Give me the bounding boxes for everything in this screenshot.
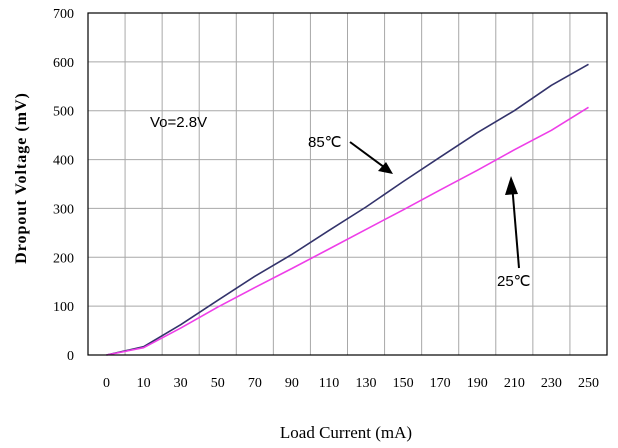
x-tick-label: 90 (285, 376, 299, 391)
x-tick-label: 110 (319, 376, 339, 391)
arrow-85c-line (349, 141, 389, 171)
y-tick-label: 300 (53, 202, 74, 217)
plot-frame (87, 12, 608, 356)
arrow-85c (349, 141, 393, 174)
y-axis-title: Dropout Voltage (mV) (13, 92, 30, 264)
x-tick-label: 130 (356, 376, 377, 391)
x-tick-label: 190 (467, 376, 488, 391)
x-tick-label: 0 (103, 376, 110, 391)
y-tick-label: 700 (53, 7, 74, 22)
x-tick-label: 10 (137, 376, 151, 391)
y-tick-label: 500 (53, 105, 74, 120)
series-line-25c (106, 106, 589, 356)
x-tick-label: 250 (578, 376, 599, 391)
x-tick-label: 50 (211, 376, 225, 391)
y-tick-label: 100 (53, 300, 74, 315)
x-tick-label: 150 (393, 376, 414, 391)
series-line-85c (106, 63, 589, 356)
x-tick-label: 210 (504, 376, 525, 391)
label-85c: 85℃ (308, 134, 342, 151)
arrow-25c (505, 176, 520, 269)
arrow-25c-line (511, 183, 520, 269)
y-tick-label: 200 (53, 251, 74, 266)
y-tick-label: 400 (53, 154, 74, 169)
x-axis-title: Load Current (mA) (280, 423, 412, 442)
series-lines (106, 63, 589, 356)
x-tick-label: 170 (430, 376, 451, 391)
y-tick-labels: 0 100 200 300 400 500 600 700 (53, 7, 74, 364)
arrow-25c-head (505, 176, 518, 195)
x-tick-label: 230 (541, 376, 562, 391)
grid (88, 13, 607, 355)
y-tick-label: 600 (53, 56, 74, 71)
condition-annotation: Vo=2.8V (150, 114, 207, 131)
x-tick-labels: 0 10 30 50 70 90 110 130 150 170 190 210 230 250 (103, 376, 599, 391)
arrow-85c-head (378, 162, 393, 174)
x-tick-label: 70 (248, 376, 262, 391)
x-tick-label: 30 (174, 376, 188, 391)
label-25c: 25℃ (497, 273, 531, 290)
y-tick-label: 0 (67, 349, 74, 364)
